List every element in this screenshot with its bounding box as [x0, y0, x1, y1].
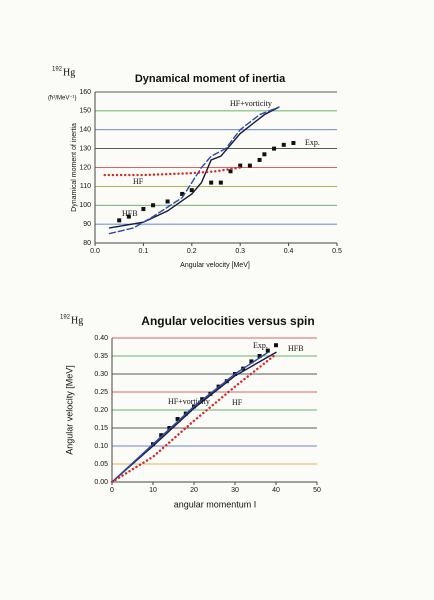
x-tick-label: 20 [190, 487, 198, 494]
series-label: Exp. [305, 138, 320, 147]
x-tick-label: 30 [231, 487, 239, 494]
y-tick-label: 0.10 [94, 443, 108, 450]
series-label: HF [232, 398, 243, 407]
series-label: HFB [288, 344, 304, 353]
x-tick-label: 40 [272, 487, 280, 494]
exp-point [272, 146, 277, 151]
exp-point [228, 169, 233, 174]
y-tick-label: 0.00 [94, 479, 108, 486]
y-tick-label: 0.25 [94, 389, 108, 396]
unit-label: (ħ²/MeV⁻¹) [48, 96, 77, 102]
y-tick-label: 130 [79, 145, 91, 152]
exp-point [218, 180, 223, 185]
x-tick-label: 0.1 [139, 248, 149, 255]
exp-point [189, 188, 194, 193]
x-tick-label: 10 [149, 487, 157, 494]
y-tick-label: 150 [79, 108, 91, 115]
series-line [110, 353, 278, 484]
chart-title: Dynamical moment of inertia [135, 73, 286, 85]
series-label: HF+vorticity [230, 99, 272, 108]
y-tick-label: 90 [83, 221, 91, 228]
y-tick-label: 110 [80, 183, 91, 190]
y-tick-label: 0.30 [94, 371, 108, 378]
x-axis-label: Angular velocity [MeV] [180, 262, 250, 269]
exp-point [126, 214, 131, 219]
exp-point [262, 152, 267, 157]
exp-point [209, 180, 214, 185]
x-tick-label: 0.2 [187, 248, 197, 255]
exp-point [274, 343, 278, 348]
series-line [108, 106, 280, 235]
series-line [111, 351, 277, 483]
exp-point [151, 203, 156, 208]
y-tick-label: 0.05 [94, 461, 108, 468]
series-line [103, 166, 242, 177]
exp-point [265, 348, 270, 353]
exp-point [257, 157, 262, 162]
x-axis-label: angular momentum I [174, 499, 257, 509]
exp-point [238, 163, 243, 168]
y-tick-label: 160 [79, 89, 91, 96]
y-tick-label: 0.35 [94, 353, 108, 360]
y-tick-label: 100 [79, 202, 91, 209]
exp-point [165, 199, 170, 204]
y-tick-label: 140 [79, 127, 91, 134]
exp-point [180, 191, 185, 196]
x-tick-label: 0.0 [90, 248, 100, 255]
exp-point [281, 142, 286, 147]
nucleus-symbol: Hg [63, 67, 75, 78]
y-axis-label: Angular velocity [MeV] [64, 365, 74, 455]
exp-point [249, 359, 254, 364]
y-tick-label: 0.15 [94, 425, 108, 432]
y-axis-label: Dynamical moment of inertia [71, 123, 78, 212]
x-tick-label: 0.5 [332, 248, 342, 255]
y-tick-label: 120 [79, 164, 91, 171]
nucleus-mass: 192 [52, 67, 63, 73]
exp-point [167, 426, 172, 430]
exp-point [291, 140, 296, 145]
x-tick-label: 50 [313, 487, 321, 494]
series-label: HF+vorticity [168, 397, 210, 406]
exp-point [141, 207, 146, 212]
chart-title: Angular velocities versus spin [141, 314, 314, 328]
nucleus-symbol: Hg [71, 315, 83, 326]
y-tick-label: 0.40 [94, 335, 108, 342]
nucleus-mass: 192 [60, 315, 71, 321]
series-label: HF [133, 177, 144, 186]
x-tick-label: 0 [110, 487, 114, 494]
series-label: HFB [122, 209, 138, 218]
x-tick-label: 0.4 [284, 248, 294, 255]
series-label: Exp. [253, 341, 268, 350]
exp-point [117, 218, 122, 223]
exp-point [159, 433, 164, 438]
series-line [111, 351, 269, 483]
exp-point [175, 417, 180, 421]
exp-point [257, 354, 262, 358]
y-tick-label: 0.20 [94, 407, 108, 414]
y-tick-label: 80 [83, 240, 91, 247]
x-tick-label: 0.3 [235, 248, 245, 255]
exp-point [247, 163, 252, 168]
